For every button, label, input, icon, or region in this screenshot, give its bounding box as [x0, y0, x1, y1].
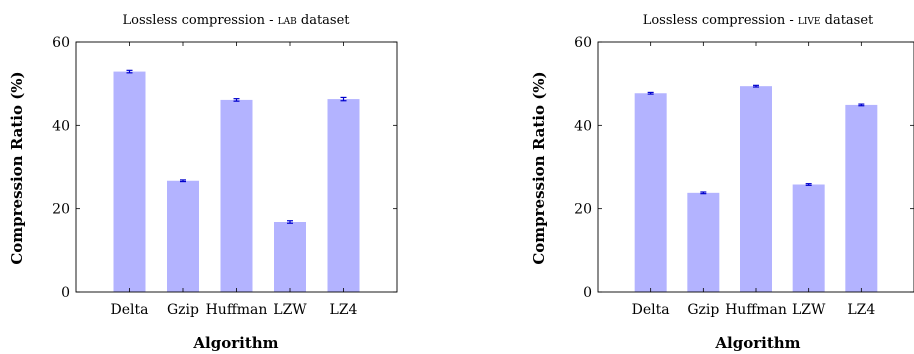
error-bar-lzw	[287, 220, 293, 224]
chart-title: Lossless compression - lab dataset	[122, 13, 350, 28]
bar-lzw	[792, 184, 825, 292]
error-bar-lzw	[805, 183, 812, 186]
chart-panel-live: Lossless compression - live dataset Comp…	[530, 13, 914, 352]
bar-lz4	[845, 104, 878, 293]
y-tick-label: 60	[52, 35, 70, 51]
y-axis-label: Compression Ratio (%)	[530, 71, 548, 264]
error-bar-lz4	[858, 103, 865, 107]
bar-huffman	[740, 86, 772, 293]
error-bar-gzip	[700, 191, 707, 195]
x-axis-label: Algorithm	[192, 334, 278, 352]
chart-title-prefix: Lossless compression -	[122, 13, 277, 28]
x-tick-label: LZ4	[847, 302, 875, 318]
y-tick-label: 20	[52, 202, 70, 218]
plot-area: Delta Gzip Huffman LZW LZ4 0 20 40 60	[52, 35, 398, 318]
error-bar-huffman	[233, 98, 240, 102]
y-tick-label: 20	[574, 202, 592, 218]
bar-lzw	[274, 222, 306, 292]
x-tick-label: Gzip	[167, 302, 199, 318]
chart-panel-lab: Lossless compression - lab dataset Compr…	[8, 13, 398, 352]
y-tick-label: 40	[574, 118, 592, 134]
error-bar-delta	[126, 69, 133, 74]
x-tick-label: Delta	[111, 302, 149, 318]
chart-title-suffix: dataset	[820, 13, 874, 28]
y-tick-label: 0	[61, 285, 70, 301]
bar-delta	[113, 71, 146, 292]
x-tick-label: LZW	[273, 302, 307, 318]
bar-gzip	[167, 180, 199, 292]
y-axis-label: Compression Ratio (%)	[8, 71, 26, 264]
bar-delta	[634, 93, 667, 292]
chart-title-dataset: live	[798, 13, 821, 28]
error-bar-lz4	[340, 96, 347, 102]
x-tick-label: LZ4	[330, 302, 358, 318]
bar-gzip	[687, 192, 720, 292]
x-tick-label: Huffman	[725, 302, 787, 318]
chart-title: Lossless compression - live dataset	[643, 13, 874, 28]
y-tick-label: 60	[574, 35, 592, 51]
error-bar-gzip	[180, 179, 186, 183]
chart-title-prefix: Lossless compression -	[643, 13, 798, 28]
error-bar-huffman	[753, 84, 759, 88]
bar-huffman	[220, 99, 253, 293]
x-tick-label: Delta	[632, 302, 670, 318]
axis-frame	[75, 41, 398, 293]
chart-title-suffix: dataset	[297, 13, 351, 28]
error-bar-delta	[647, 91, 654, 95]
bar-lz4	[327, 99, 360, 292]
x-tick-label: Huffman	[206, 302, 268, 318]
x-tick-label: Gzip	[687, 302, 719, 318]
axis-frame	[597, 41, 914, 293]
x-tick-label: LZW	[792, 302, 826, 318]
y-tick-label: 40	[52, 118, 70, 134]
y-tick-label: 0	[583, 285, 592, 301]
chart-title-dataset: lab	[278, 13, 297, 28]
x-axis-label: Algorithm	[714, 334, 800, 352]
plot-area: Delta Gzip Huffman LZW LZ4 0 20 40 60	[574, 35, 914, 318]
